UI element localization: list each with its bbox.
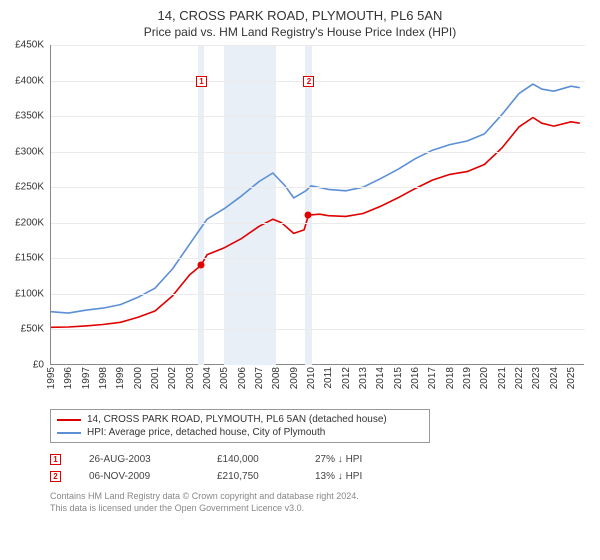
sale-price: £210,750 (217, 471, 287, 482)
legend-label: HPI: Average price, detached house, City… (87, 427, 325, 438)
x-tick-label: 2025 (566, 367, 577, 389)
sale-row-marker: 2 (50, 471, 61, 482)
legend-item: 14, CROSS PARK ROAD, PLYMOUTH, PL6 5AN (… (57, 413, 423, 426)
x-tick-label: 2012 (341, 367, 352, 389)
x-tick-label: 2019 (462, 367, 473, 389)
gridline (51, 116, 585, 117)
footer-line-2: This data is licensed under the Open Gov… (50, 503, 590, 515)
y-tick-label: £200K (15, 217, 44, 228)
x-tick-label: 2008 (271, 367, 282, 389)
y-tick-label: £350K (15, 111, 44, 122)
gridline (51, 294, 585, 295)
x-tick-label: 2011 (323, 367, 334, 389)
series-hpi (51, 84, 580, 313)
y-tick-label: £250K (15, 182, 44, 193)
footer-attribution: Contains HM Land Registry data © Crown c… (50, 491, 590, 514)
x-tick-label: 2010 (306, 367, 317, 389)
sale-date: 26-AUG-2003 (89, 454, 189, 465)
legend-label: 14, CROSS PARK ROAD, PLYMOUTH, PL6 5AN (… (87, 414, 387, 425)
y-tick-label: £50K (21, 324, 44, 335)
x-tick-label: 1998 (98, 367, 109, 389)
sale-point-dot (197, 262, 204, 269)
sale-point-dot (305, 212, 312, 219)
y-tick-label: £100K (15, 288, 44, 299)
sale-diff: 27% ↓ HPI (315, 454, 395, 465)
gridline (51, 152, 585, 153)
gridline (51, 223, 585, 224)
sale-row-marker: 1 (50, 454, 61, 465)
chart-container: 14, CROSS PARK ROAD, PLYMOUTH, PL6 5AN P… (0, 0, 600, 520)
chart-title: 14, CROSS PARK ROAD, PLYMOUTH, PL6 5AN (10, 8, 590, 23)
sale-diff: 13% ↓ HPI (315, 471, 395, 482)
gridline (51, 258, 585, 259)
x-tick-label: 2002 (167, 367, 178, 389)
x-tick-label: 2009 (289, 367, 300, 389)
legend-swatch (57, 432, 81, 434)
y-tick-label: £150K (15, 253, 44, 264)
legend-item: HPI: Average price, detached house, City… (57, 426, 423, 439)
x-tick-label: 2016 (410, 367, 421, 389)
footer-line-1: Contains HM Land Registry data © Crown c… (50, 491, 590, 503)
gridline (51, 45, 585, 46)
x-tick-label: 2018 (445, 367, 456, 389)
x-tick-label: 1999 (115, 367, 126, 389)
gridline (51, 187, 585, 188)
chart-subtitle: Price paid vs. HM Land Registry's House … (10, 25, 590, 39)
sale-row: 2 06-NOV-2009 £210,750 13% ↓ HPI (50, 468, 590, 485)
x-tick-label: 2017 (427, 367, 438, 389)
x-tick-label: 2020 (479, 367, 490, 389)
x-tick-label: 2006 (237, 367, 248, 389)
x-tick-label: 1996 (63, 367, 74, 389)
x-axis-labels: 1995199619971998199920002001200220032004… (50, 367, 584, 403)
line-series-svg (51, 45, 585, 365)
chart-area: £0£50K£100K£150K£200K£250K£300K£350K£400… (50, 45, 580, 403)
x-tick-label: 2001 (150, 367, 161, 389)
x-tick-label: 2014 (375, 367, 386, 389)
x-tick-label: 2005 (219, 367, 230, 389)
sale-marker-box: 2 (303, 76, 314, 87)
y-tick-label: £0 (33, 360, 44, 371)
x-tick-label: 2003 (185, 367, 196, 389)
y-tick-label: £450K (15, 40, 44, 51)
legend: 14, CROSS PARK ROAD, PLYMOUTH, PL6 5AN (… (50, 409, 430, 443)
gridline (51, 81, 585, 82)
x-tick-label: 2004 (202, 367, 213, 389)
x-tick-label: 2021 (497, 367, 508, 389)
sale-price: £140,000 (217, 454, 287, 465)
x-tick-label: 2015 (393, 367, 404, 389)
legend-swatch (57, 419, 81, 421)
plot-region: 12 (50, 45, 584, 365)
x-tick-label: 2013 (358, 367, 369, 389)
x-tick-label: 2022 (514, 367, 525, 389)
x-tick-label: 1995 (46, 367, 57, 389)
sale-marker-box: 1 (196, 76, 207, 87)
y-tick-label: £300K (15, 146, 44, 157)
sales-table: 1 26-AUG-2003 £140,000 27% ↓ HPI 2 06-NOV-200… (50, 451, 590, 485)
x-tick-label: 2023 (531, 367, 542, 389)
y-tick-label: £400K (15, 75, 44, 86)
x-tick-label: 1997 (81, 367, 92, 389)
x-tick-label: 2000 (133, 367, 144, 389)
y-axis-labels: £0£50K£100K£150K£200K£250K£300K£350K£400… (10, 45, 48, 365)
sale-row: 1 26-AUG-2003 £140,000 27% ↓ HPI (50, 451, 590, 468)
x-tick-label: 2024 (549, 367, 560, 389)
sale-date: 06-NOV-2009 (89, 471, 189, 482)
x-tick-label: 2007 (254, 367, 265, 389)
gridline (51, 329, 585, 330)
